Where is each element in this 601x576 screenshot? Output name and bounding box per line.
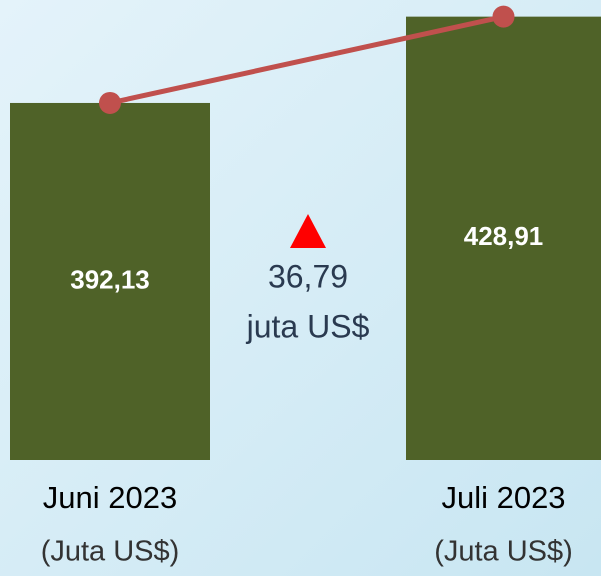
annotation-unit: juta US$ [246, 308, 370, 344]
plot: 392,13 Juni 2023 (Juta US$) 428,91 Juli 2023… [10, 5, 601, 568]
bar [406, 16, 601, 460]
x-tick-label: Juni 2023 [43, 480, 177, 515]
x-tick-sublabel: (Juta US$) [434, 536, 573, 568]
value-label: 392,13 [70, 264, 150, 294]
x-tick-sublabel: (Juta US$) [41, 536, 180, 568]
increase-marker [290, 214, 326, 248]
line [109, 14, 505, 106]
line-point [492, 5, 515, 28]
x-tick-label: Juli 2023 [441, 480, 565, 515]
line-point [99, 91, 121, 114]
bar [10, 102, 210, 460]
annotation-value: 36,79 [268, 258, 348, 294]
value-label: 428,91 [464, 221, 544, 251]
